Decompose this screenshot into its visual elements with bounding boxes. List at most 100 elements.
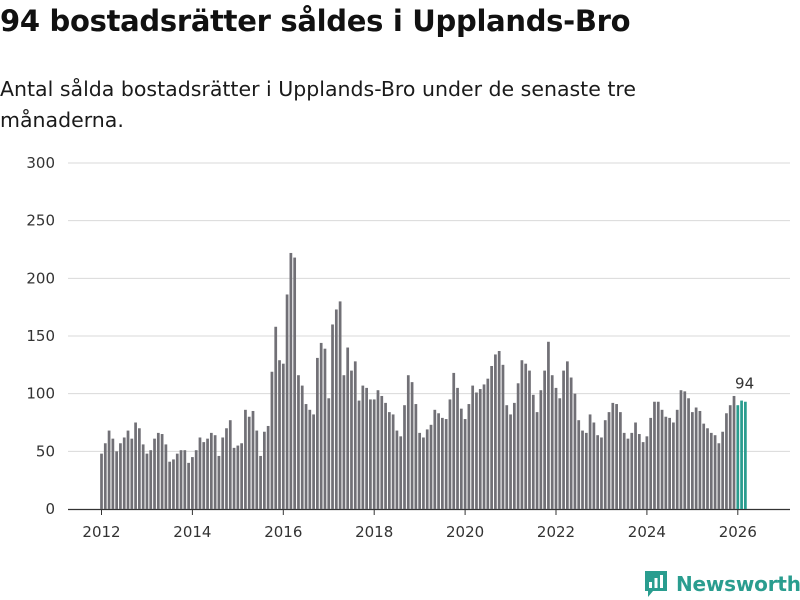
bar (547, 341, 550, 509)
bar (221, 437, 225, 509)
bar (111, 438, 115, 509)
bar (194, 450, 198, 509)
bar (562, 370, 565, 509)
bar (509, 414, 512, 509)
bar (156, 432, 160, 509)
bar (289, 252, 293, 509)
bar (433, 409, 437, 509)
bar (293, 257, 297, 509)
bar (406, 375, 410, 509)
bar (138, 428, 141, 509)
bar (463, 419, 467, 509)
bar (334, 309, 338, 509)
bar (584, 432, 588, 509)
chart-subtitle: Antal sålda bostadsrätter i Upplands-Bro… (0, 77, 636, 132)
bar (622, 432, 626, 509)
bar (725, 413, 728, 509)
bar (672, 422, 675, 509)
bar (721, 431, 725, 509)
bar (278, 360, 281, 509)
bar (577, 420, 581, 509)
bar (410, 382, 414, 509)
bar (512, 402, 516, 509)
bar (649, 417, 653, 509)
bar (319, 342, 323, 509)
bar (690, 412, 694, 509)
bar (452, 372, 456, 509)
bar (202, 442, 206, 509)
bar (581, 430, 584, 509)
bar (494, 354, 497, 509)
bar (225, 428, 228, 509)
bar (501, 364, 505, 509)
bar (281, 363, 285, 509)
y-tick-label: 150 (26, 327, 55, 345)
x-tick-label: 2024 (628, 523, 666, 541)
bar-recent (744, 401, 747, 509)
bar (437, 413, 440, 509)
bar (122, 437, 126, 509)
x-tick-label: 2026 (719, 523, 757, 541)
bar (459, 408, 463, 509)
bar (732, 395, 736, 509)
bar (531, 394, 535, 509)
bar (611, 402, 615, 509)
bar (387, 412, 391, 509)
bar (706, 428, 709, 509)
bar (634, 422, 637, 509)
bar (675, 409, 679, 509)
bar (372, 399, 376, 509)
bar (346, 347, 350, 509)
bar (297, 375, 300, 509)
bar (535, 412, 539, 509)
bar (687, 398, 690, 509)
bar (285, 294, 289, 509)
bar (425, 429, 429, 509)
bar (213, 435, 217, 509)
bar (134, 422, 137, 509)
bar (141, 444, 145, 509)
bar (539, 390, 543, 509)
bar (259, 455, 262, 509)
bar (115, 451, 119, 509)
bar (418, 432, 422, 509)
bar (172, 459, 175, 509)
bar (217, 455, 221, 509)
bar (145, 453, 149, 509)
bar (369, 399, 372, 509)
bar (566, 361, 569, 509)
bar (615, 404, 618, 509)
y-tick-label: 300 (26, 154, 55, 172)
x-tick-label: 2022 (537, 523, 575, 541)
bar (596, 435, 600, 509)
bar (444, 419, 448, 509)
bar (395, 430, 399, 509)
bar (376, 390, 380, 509)
bar (353, 361, 357, 509)
bar (490, 365, 493, 509)
bar (103, 443, 107, 509)
bar (365, 387, 368, 509)
bar (645, 436, 649, 509)
bar (550, 375, 554, 509)
y-tick-label: 100 (26, 385, 55, 403)
bar (713, 435, 717, 509)
bar (414, 404, 418, 509)
bar (668, 417, 671, 509)
bar (244, 409, 247, 509)
bar (255, 430, 259, 509)
bar (607, 412, 611, 509)
bar (664, 416, 668, 509)
bar (456, 387, 459, 509)
bar (497, 350, 501, 509)
y-tick-label: 50 (36, 442, 55, 460)
bar (573, 393, 577, 509)
bar (630, 432, 634, 509)
bar (350, 370, 353, 509)
bar (270, 371, 274, 509)
bar (179, 450, 183, 509)
bar (357, 400, 361, 509)
bar (316, 357, 319, 509)
bar (588, 414, 592, 509)
bar (236, 445, 240, 509)
